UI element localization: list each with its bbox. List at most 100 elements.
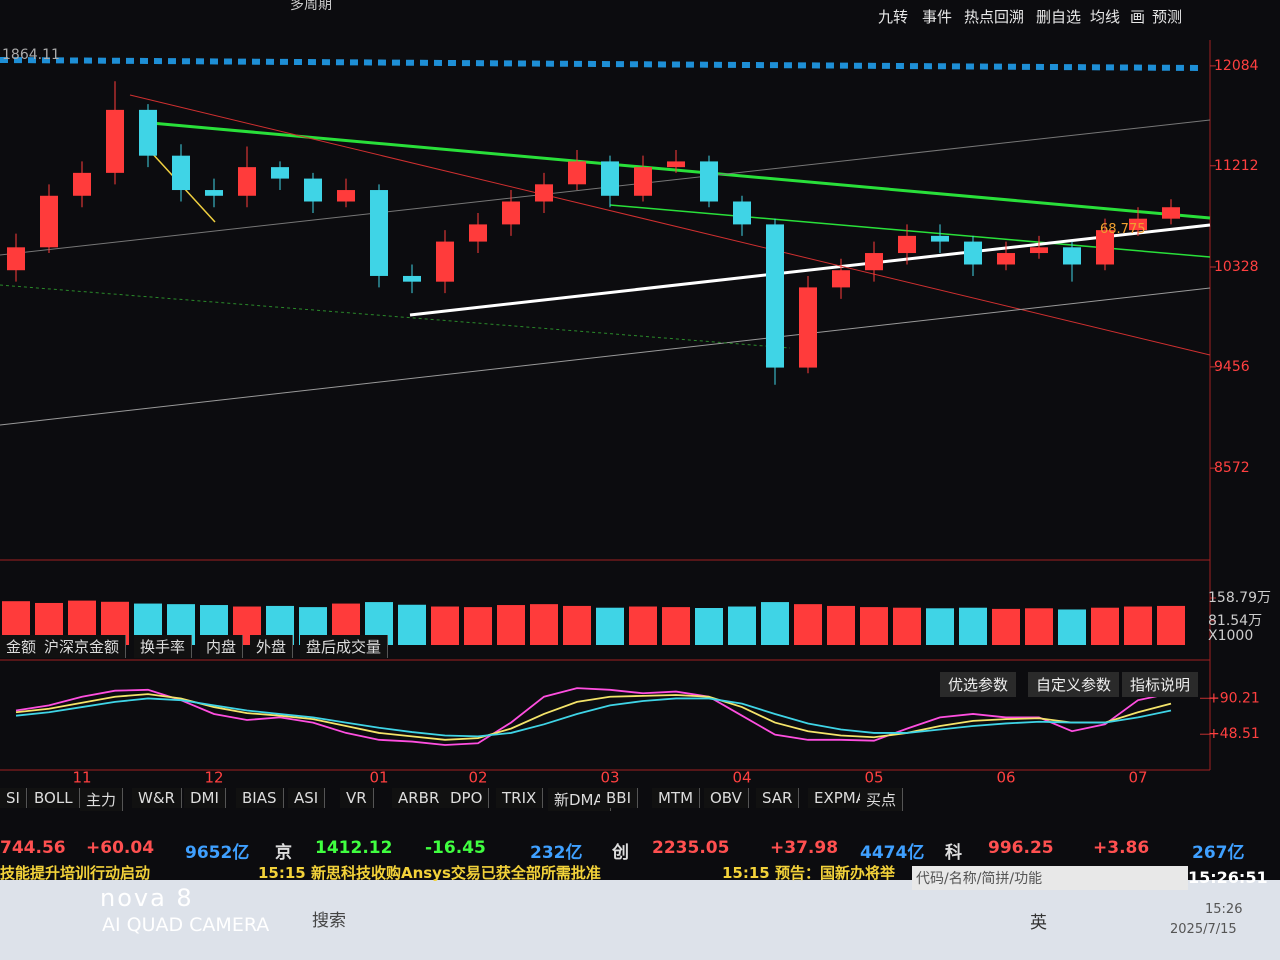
volume-tab[interactable]: 换手率 [134, 635, 193, 658]
indicator-button[interactable]: 自定义参数 [1028, 672, 1120, 697]
candle-body [799, 287, 817, 368]
ticker-value: 232亿 [530, 843, 583, 863]
x-tick-label: 06 [996, 769, 1015, 787]
ticker-value: 京 [275, 843, 292, 863]
ticker-value: 2235.05 [652, 838, 730, 858]
trend-line [139, 120, 1211, 220]
indicator-tab[interactable]: SAR [756, 788, 800, 808]
ticker-value: 267亿 [1192, 843, 1245, 863]
candle-body [865, 253, 883, 271]
candle-body [964, 241, 982, 265]
indicator-tab[interactable]: 主力 [80, 788, 124, 811]
taskbar-time: 15:26 [1205, 902, 1243, 917]
candle-body [1096, 230, 1114, 265]
indicator-tab[interactable]: EXPMA [808, 788, 874, 808]
candle-body [634, 167, 652, 196]
tool-button[interactable]: 事件 [922, 8, 953, 26]
candle-body [733, 201, 751, 225]
indicator-tab[interactable]: 新DMA [548, 788, 611, 811]
y-tick-label: 8572 [1214, 460, 1250, 476]
indicator-tab[interactable]: 买点 [860, 788, 904, 811]
volume-tab[interactable]: 金额 [0, 635, 44, 658]
x-tick-label: 03 [600, 769, 619, 787]
indicator-tab[interactable]: DPO [444, 788, 490, 808]
volume-bar [398, 604, 426, 645]
ticker-value: -16.45 [425, 838, 486, 858]
news-item[interactable]: 技能提升培训行动启动 [0, 864, 151, 882]
indicator-line [15, 693, 1172, 741]
search-box[interactable]: 代码/名称/简拼/功能 [912, 866, 1188, 890]
ticker-value: 1412.12 [315, 838, 393, 858]
volume-bar [695, 608, 723, 645]
candle-body [304, 178, 322, 202]
indicator-tab[interactable]: W&R [132, 788, 182, 808]
volume-tab[interactable]: 盘后成交量 [300, 635, 389, 658]
candle-body [535, 184, 553, 202]
background [0, 0, 1280, 880]
indicator-button[interactable]: 指标说明 [1122, 672, 1199, 697]
ticker-value: +3.86 [1093, 838, 1150, 858]
volume-bar [629, 606, 657, 645]
candle-body [502, 201, 520, 225]
indicator-tab[interactable]: OBV [704, 788, 749, 808]
tool-button[interactable]: 画 [1130, 8, 1146, 26]
indicator-tab[interactable]: BIAS [236, 788, 284, 808]
top-left-value: 1864.11 [2, 47, 60, 63]
candle-body [997, 253, 1015, 265]
y-tick-label: 10328 [1214, 259, 1259, 275]
news-item[interactable]: 15:15 新思科技收购Ansys交易已获全部所需批准 [258, 864, 601, 882]
volume-bar [860, 607, 888, 645]
indicator-tab[interactable]: VR [340, 788, 374, 808]
indicator-tab[interactable]: SI [0, 788, 27, 808]
ime[interactable]: 英 [1030, 913, 1047, 933]
volume-bar [1124, 606, 1152, 645]
x-tick-label: 04 [732, 769, 751, 787]
indicator-button[interactable]: 优选参数 [940, 672, 1017, 697]
candle-body [1162, 207, 1180, 219]
trend-line [409, 223, 1211, 317]
x-tick-label: 12 [204, 769, 223, 787]
indicator-tab[interactable]: ARBR [392, 788, 447, 808]
y-tick-label: 11212 [1214, 158, 1259, 174]
candle-body [40, 195, 58, 248]
tool-button[interactable]: 删自选 [1036, 8, 1082, 26]
candle-body [205, 190, 223, 196]
indicator-tab[interactable]: BOLL [28, 788, 80, 808]
candle-body [172, 155, 190, 191]
period[interactable]: 多周期 [290, 0, 332, 13]
volume-bar [530, 604, 558, 645]
indicator-tab[interactable]: MTM [652, 788, 701, 808]
ticker-value: 科 [945, 843, 962, 863]
volume-bar [728, 606, 756, 645]
indicator-tab[interactable]: TRIX [496, 788, 544, 808]
indicator-tab[interactable]: DMI [184, 788, 226, 808]
trend-line [129, 94, 1211, 356]
volume-bar [431, 606, 459, 645]
y-tick-label: 158.79万 [1208, 590, 1271, 606]
candle-body [898, 235, 916, 254]
x-tick-label: 07 [1128, 769, 1147, 787]
candle-body [1063, 247, 1081, 265]
taskbar-search[interactable]: 搜索 [312, 911, 346, 931]
indicator-tab[interactable]: BBI [600, 788, 639, 808]
indicator-line [15, 697, 1172, 738]
volume-tab[interactable]: 外盘 [250, 635, 294, 658]
candle-body [700, 161, 718, 202]
volume-tab[interactable]: 沪深京金额 [38, 635, 127, 658]
indicator-tab[interactable]: ASI [288, 788, 326, 808]
volume-bar [761, 602, 789, 645]
tool-button[interactable]: 九转 [878, 8, 909, 26]
volume-tab[interactable]: 内盘 [200, 635, 244, 658]
x-tick-label: 02 [468, 769, 487, 787]
volume-bar [662, 607, 690, 645]
news-item[interactable]: 15:15 预告：国新办将举 [722, 864, 895, 882]
volume-bar [827, 605, 855, 645]
tool-button[interactable]: 热点回溯 [964, 8, 1025, 26]
ticker-value: 9652亿 [185, 843, 250, 863]
candle-body [139, 109, 157, 156]
tool-button[interactable]: 预测 [1152, 8, 1183, 26]
volume-bar [893, 607, 921, 645]
tool-button[interactable]: 均线 [1090, 8, 1121, 26]
candle-body [436, 241, 454, 282]
